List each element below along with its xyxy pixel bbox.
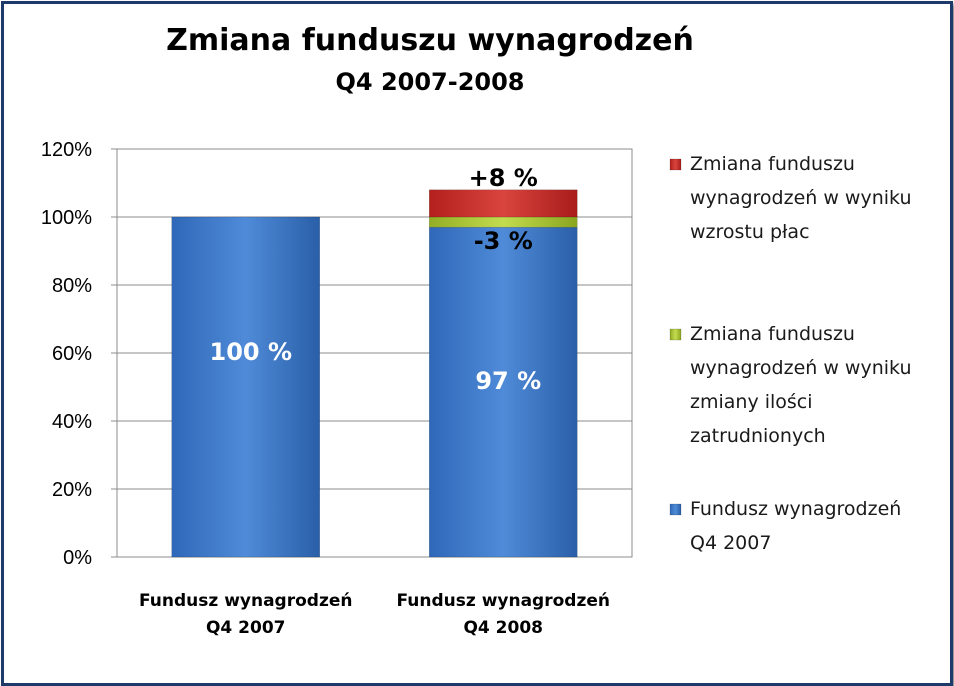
data-label: 100 % (210, 338, 293, 366)
legend-label: wynagrodzeń w wyniku (690, 187, 912, 209)
legend: Zmiana funduszu wynagrodzeń w wyniku wzros… (669, 153, 912, 554)
plot-area: 0% 20% 40% 60% 80% 100% 120% 100 % Fundusz wynag… (41, 139, 633, 638)
bar-segment (429, 226, 578, 558)
y-tick-label: 80% (52, 275, 92, 297)
legend-swatch (669, 503, 682, 516)
legend-label: wynagrodzeń w wyniku (690, 357, 912, 379)
data-label: -3 % (474, 227, 533, 255)
legend-swatch (669, 158, 682, 171)
legend-label: Zmiana funduszu (690, 153, 855, 175)
x-category-label: Q4 2008 (463, 618, 543, 638)
legend-label: Fundusz wynagrodzeń (690, 498, 901, 520)
x-category-label: Fundusz wynagrodzeń (397, 591, 610, 611)
chart-subtitle: Q4 2007-2008 (335, 68, 524, 96)
legend-label: zmiany ilości (690, 391, 813, 413)
y-tick-label: 0% (63, 547, 92, 569)
x-category-label: Fundusz wynagrodzeń (139, 591, 352, 611)
bar-segment (429, 216, 578, 228)
y-tick-label: 120% (41, 139, 92, 161)
data-label: +8 % (469, 164, 538, 192)
bar-segment (429, 189, 578, 218)
legend-label: zatrudnionych (690, 425, 826, 447)
chart-title: Zmiana funduszu wynagrodzeń (166, 23, 694, 58)
y-tick-label: 20% (52, 479, 92, 501)
legend-swatch (669, 328, 682, 341)
y-tick-label: 60% (52, 343, 92, 365)
y-tick-label: 100% (41, 207, 92, 229)
legend-label: Q4 2007 (690, 532, 771, 554)
legend-label: Zmiana funduszu (690, 323, 855, 345)
bar-segment (171, 216, 320, 558)
y-tick-label: 40% (52, 411, 92, 433)
data-label: 97 % (475, 367, 541, 395)
x-category-label: Q4 2007 (206, 618, 286, 638)
legend-label: wzrostu płac (690, 221, 810, 243)
